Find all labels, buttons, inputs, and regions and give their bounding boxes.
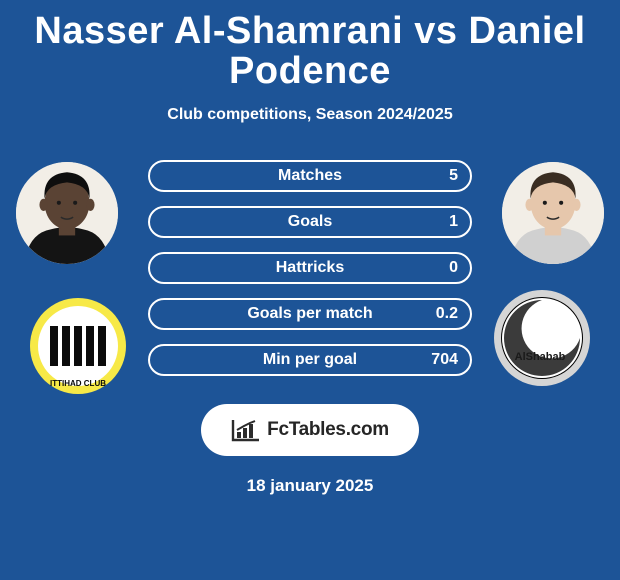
fctables-badge: FcTables.com bbox=[201, 404, 419, 456]
stat-bar: 0.2 Goals per match bbox=[148, 298, 472, 330]
page-subtitle: Club competitions, Season 2024/2025 bbox=[8, 106, 612, 124]
stat-bar: 704 Min per goal bbox=[148, 344, 472, 376]
badge-text: FcTables.com bbox=[267, 419, 389, 441]
stat-value-right: 704 bbox=[431, 346, 458, 374]
svg-text:ITTIHAD CLUB: ITTIHAD CLUB bbox=[50, 379, 106, 388]
stat-value-right: 0.2 bbox=[436, 300, 458, 328]
page-date: 18 january 2025 bbox=[8, 476, 612, 496]
player-left-avatar bbox=[16, 162, 118, 264]
stat-value-right: 0 bbox=[449, 254, 458, 282]
stat-label: Hattricks bbox=[276, 259, 344, 277]
page-title: Nasser Al-Shamrani vs Daniel Podence bbox=[8, 12, 612, 92]
stat-value-right: 5 bbox=[449, 162, 458, 190]
stat-label: Goals bbox=[288, 213, 332, 231]
svg-text:AlShabab: AlShabab bbox=[515, 351, 566, 363]
stat-value-right: 1 bbox=[449, 208, 458, 236]
stat-label: Matches bbox=[278, 167, 342, 185]
player-right-avatar bbox=[502, 162, 604, 264]
stat-bar: 0 Hattricks bbox=[148, 252, 472, 284]
stat-label: Min per goal bbox=[263, 351, 357, 369]
stat-bars: 5 Matches 1 Goals 0 Hattricks 0.2 Goals per mat… bbox=[148, 160, 472, 390]
comparison-content: ITTIHAD CLUB AlShabab 5 Matches 1 Goals 0 Hat… bbox=[8, 162, 612, 392]
stat-bar: 1 Goals bbox=[148, 206, 472, 238]
club-right-badge: AlShabab bbox=[492, 288, 592, 388]
club-left-badge: ITTIHAD CLUB bbox=[28, 296, 128, 396]
stat-bar: 5 Matches bbox=[148, 160, 472, 192]
stat-label: Goals per match bbox=[247, 305, 372, 323]
chart-icon bbox=[231, 418, 261, 442]
